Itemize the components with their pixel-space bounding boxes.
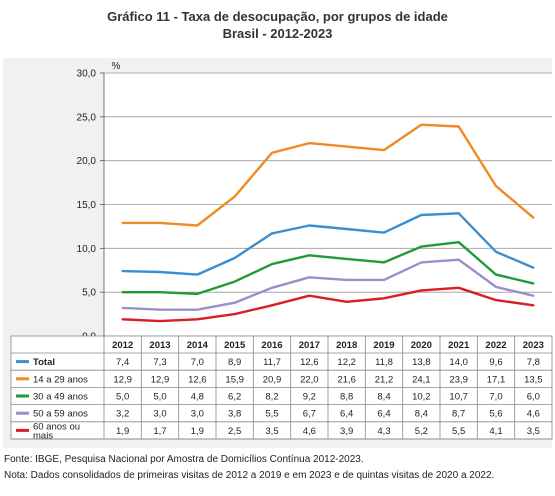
data-table-cell: 3,0: [191, 409, 204, 420]
series-line-2: [121, 240, 535, 296]
legend-label: 30 a 49 anos: [33, 392, 88, 403]
data-table-cell: 8,7: [452, 409, 465, 420]
data-table-cell: 1,9: [116, 426, 129, 437]
y-tick-label: 25,0: [77, 112, 97, 123]
data-table-cell: 6,4: [340, 409, 353, 420]
data-table-cell: 2,5: [228, 426, 241, 437]
x-tick-label: 2023: [523, 340, 544, 351]
data-table-cell: 12,6: [300, 357, 319, 368]
legend-label: Total: [33, 357, 55, 368]
data-table-cell: 3,5: [527, 426, 540, 437]
y-tick-label: 5,0: [82, 288, 96, 299]
legend-label: 50 a 59 anos: [33, 409, 88, 420]
x-tick-label: 2018: [336, 340, 357, 351]
data-table-cell: 4,3: [377, 426, 390, 437]
data-table-cell: 6,4: [377, 409, 390, 420]
data-table-cell: 4,6: [527, 409, 540, 420]
data-table-cell: 22,0: [300, 374, 319, 385]
data-table-cell: 14,0: [449, 357, 468, 368]
data-table-cell: 6,7: [303, 409, 316, 420]
chart-title: Gráfico 11 - Taxa de desocupação, por gr…: [107, 9, 448, 24]
data-table-cell: 11,8: [375, 357, 393, 368]
data-table-cell: 17,1: [487, 374, 506, 385]
data-table-cell: 3,0: [153, 409, 166, 420]
data-table-cell: 13,8: [412, 357, 431, 368]
data-table-cell: 4,1: [489, 426, 502, 437]
data-table-cell: 1,9: [191, 426, 204, 437]
data-table-cell: 5,5: [265, 409, 278, 420]
data-table-cell: 5,6: [489, 409, 502, 420]
data-table-cell: 9,2: [303, 392, 316, 403]
data-table-cell: 3,8: [228, 409, 241, 420]
data-table-cell: 13,5: [524, 374, 543, 385]
data-table-cell: 3,9: [340, 426, 353, 437]
data-table-cell: 5,2: [415, 426, 428, 437]
y-axis-label: %: [112, 61, 121, 72]
data-table-cell: 3,5: [265, 426, 278, 437]
data-table-cell: 12,2: [337, 357, 356, 368]
data-table-cell: 9,6: [489, 357, 502, 368]
data-table-cell: 7,4: [116, 357, 129, 368]
data-table-cell: 1,7: [153, 426, 166, 437]
series-line-1: [121, 123, 535, 227]
data-table-cell: 12,9: [113, 374, 132, 385]
data-table-cell: 4,8: [191, 392, 204, 403]
footnote-source: Fonte: IBGE, Pesquisa Nacional por Amost…: [4, 454, 364, 465]
data-table-cell: 20,9: [263, 374, 282, 385]
footnotes: Fonte: IBGE, Pesquisa Nacional por Amost…: [4, 452, 554, 484]
chart-subtitle: Brasil - 2012-2023: [222, 26, 333, 41]
y-tick-label: 15,0: [77, 200, 97, 211]
y-tick-label: 20,0: [77, 156, 97, 167]
x-tick-label: 2017: [299, 340, 320, 351]
data-table-cell: 7,0: [191, 357, 204, 368]
legend-label: 14 a 29 anos: [33, 374, 88, 385]
data-table-cell: 5,0: [116, 392, 129, 403]
data-table-cell: 6,2: [228, 392, 241, 403]
footnote-note: Nota: Dados consolidados de primeiras vi…: [4, 470, 495, 481]
data-table-cell: 6,0: [527, 392, 540, 403]
y-tick-label: 30,0: [77, 69, 97, 80]
data-table-cell: 5,0: [153, 392, 166, 403]
data-table-cell: 8,2: [265, 392, 278, 403]
series-line-0: [121, 212, 535, 276]
data-table-cell: 23,9: [449, 374, 468, 385]
data-table-cell: 7,0: [489, 392, 502, 403]
data-table-cell: 21,6: [337, 374, 356, 385]
data-table-cell: 8,8: [340, 392, 353, 403]
x-tick-label: 2015: [224, 340, 246, 351]
data-table-cell: 5,5: [452, 426, 465, 437]
x-tick-label: 2020: [411, 340, 432, 351]
x-tick-label: 2012: [112, 340, 133, 351]
series-line-4: [121, 286, 535, 323]
x-tick-label: 2021: [448, 340, 470, 351]
data-table-cell: 24,1: [412, 374, 431, 385]
x-tick-label: 2019: [373, 340, 394, 351]
data-table-cell: 10,7: [449, 392, 468, 403]
data-table-cell: 8,4: [377, 392, 390, 403]
data-table-cell: 10,2: [412, 392, 431, 403]
y-tick-label: 10,0: [77, 244, 97, 255]
data-table-cell: 8,4: [415, 409, 428, 420]
data-table-cell: 21,2: [375, 374, 394, 385]
x-tick-label: 2014: [187, 340, 209, 351]
legend-label: 60 anos ou mais: [33, 421, 80, 441]
data-table-cell: 7,3: [153, 357, 166, 368]
data-table-cell: 8,9: [228, 357, 241, 368]
chart-title-block: Gráfico 11 - Taxa de desocupação, por gr…: [0, 8, 555, 42]
x-tick-label: 2022: [485, 340, 506, 351]
data-table-cell: 11,7: [263, 357, 281, 368]
data-table-cell: 7,8: [527, 357, 540, 368]
data-table-cell: 3,2: [116, 409, 129, 420]
series-line-3: [121, 258, 535, 311]
data-table-cell: 12,6: [188, 374, 207, 385]
x-tick-label: 2016: [261, 340, 282, 351]
data-table-cell: 15,9: [225, 374, 244, 385]
data-table-cell: 4,6: [303, 426, 316, 437]
data-table-cell: 12,9: [151, 374, 170, 385]
x-tick-label: 2013: [149, 340, 170, 351]
